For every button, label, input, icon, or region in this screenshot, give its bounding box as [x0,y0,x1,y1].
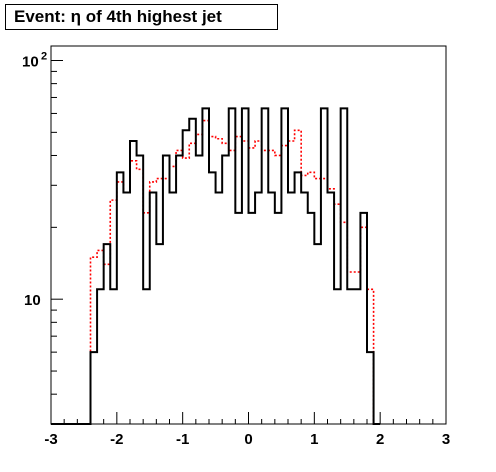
x-tick-label: 1 [310,431,318,448]
y-tick-label: 10 [22,53,39,70]
y-tick-label: 10 [24,292,41,309]
x-tick-label: -1 [176,431,189,448]
y-tick-exponent: 2 [41,50,47,62]
x-tick-label: -2 [110,431,123,448]
x-tick-label: 2 [376,431,384,448]
chart-title: Event: η of 4th highest jet [5,4,278,30]
x-tick-label: 3 [442,431,450,448]
histogram-series [51,107,381,425]
x-tick-label: 0 [244,431,252,448]
plot-frame [50,45,447,425]
histogram-series-0 [51,107,381,425]
x-tick-labels: -3 -2 -1 0 1 2 3 [44,431,450,448]
x-tick-label: -3 [44,431,57,448]
